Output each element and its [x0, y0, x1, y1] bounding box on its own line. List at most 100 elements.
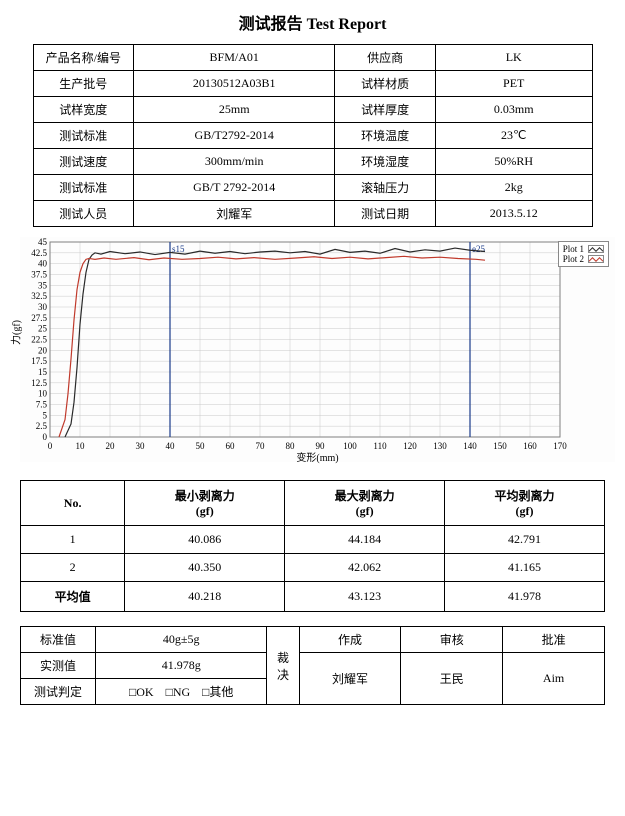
svg-text:0: 0: [43, 432, 48, 442]
results-header: 最大剥离力 (gf): [285, 481, 445, 526]
results-table: No.最小剥离力 (gf)最大剥离力 (gf)平均剥离力 (gf) 140.08…: [20, 480, 605, 612]
info-label: 试样材质: [335, 71, 436, 97]
svg-text:e25: e25: [472, 244, 485, 254]
info-value: 0.03mm: [435, 97, 592, 123]
svg-text:0: 0: [48, 441, 53, 451]
results-cell: 40.218: [125, 582, 285, 612]
info-label: 环境温度: [335, 123, 436, 149]
report-title: 测试报告 Test Report: [20, 10, 605, 34]
svg-text:170: 170: [553, 441, 567, 451]
svg-text:12.5: 12.5: [31, 378, 47, 388]
svg-text:42.5: 42.5: [31, 248, 47, 258]
svg-text:40: 40: [166, 441, 176, 451]
info-label: 产品名称/编号: [33, 45, 134, 71]
svg-text:160: 160: [523, 441, 537, 451]
std-value: 40g±5g: [96, 627, 267, 653]
svg-text:35: 35: [38, 280, 48, 290]
svg-text:20: 20: [38, 345, 48, 355]
app-value: Aim: [503, 653, 605, 705]
chart-legend: Plot 1Plot 2: [558, 241, 609, 267]
info-label: 测试速度: [33, 149, 134, 175]
svg-text:37.5: 37.5: [31, 270, 47, 280]
rev-value: 王民: [401, 653, 503, 705]
results-cell: 43.123: [285, 582, 445, 612]
info-label: 试样厚度: [335, 97, 436, 123]
svg-text:17.5: 17.5: [31, 356, 47, 366]
info-value: GB/T2792-2014: [134, 123, 335, 149]
info-table: 产品名称/编号 BFM/A01 供应商 LK 生产批号 20130512A03B1…: [33, 44, 593, 227]
svg-text:130: 130: [433, 441, 447, 451]
made-label: 作成: [299, 627, 401, 653]
judg-value: □OK □NG □其他: [96, 679, 267, 705]
svg-text:7.5: 7.5: [36, 400, 48, 410]
svg-text:140: 140: [463, 441, 477, 451]
svg-text:45: 45: [38, 237, 48, 247]
svg-text:25: 25: [38, 324, 48, 334]
chart-svg: 02.557.51012.51517.52022.52527.53032.535…: [20, 237, 615, 462]
results-cell: 2: [21, 554, 125, 582]
results-cell: 41.978: [445, 582, 605, 612]
meas-value: 41.978g: [96, 653, 267, 679]
info-label: 测试标准: [33, 175, 134, 201]
info-value: 2013.5.12: [435, 201, 592, 227]
svg-text:30: 30: [38, 302, 48, 312]
results-cell: 44.184: [285, 526, 445, 554]
rev-label: 审核: [401, 627, 503, 653]
results-cell: 41.165: [445, 554, 605, 582]
svg-text:40: 40: [38, 259, 48, 269]
svg-text:30: 30: [136, 441, 146, 451]
info-label: 测试人员: [33, 201, 134, 227]
info-label: 滚轴压力: [335, 175, 436, 201]
svg-text:22.5: 22.5: [31, 335, 47, 345]
svg-text:100: 100: [343, 441, 357, 451]
judge-col: 裁 决: [267, 627, 299, 705]
svg-text:32.5: 32.5: [31, 291, 47, 301]
svg-text:5: 5: [43, 410, 48, 420]
results-cell: 40.086: [125, 526, 285, 554]
meas-label: 实测值: [21, 653, 96, 679]
svg-text:150: 150: [493, 441, 507, 451]
info-value: GB/T 2792-2014: [134, 175, 335, 201]
results-cell: 42.791: [445, 526, 605, 554]
svg-text:2.5: 2.5: [36, 421, 48, 431]
info-value: 2kg: [435, 175, 592, 201]
results-header: 最小剥离力 (gf): [125, 481, 285, 526]
info-label: 环境湿度: [335, 149, 436, 175]
info-value: 25mm: [134, 97, 335, 123]
results-header: No.: [21, 481, 125, 526]
svg-text:60: 60: [226, 441, 236, 451]
info-label: 测试标准: [33, 123, 134, 149]
info-label: 测试日期: [335, 201, 436, 227]
svg-text:110: 110: [373, 441, 387, 451]
svg-text:10: 10: [38, 389, 48, 399]
results-cell: 42.062: [285, 554, 445, 582]
info-value: LK: [435, 45, 592, 71]
svg-text:70: 70: [256, 441, 266, 451]
std-label: 标准值: [21, 627, 96, 653]
svg-text:15: 15: [38, 367, 48, 377]
info-label: 供应商: [335, 45, 436, 71]
legend-item: Plot 1: [563, 244, 604, 254]
info-value: BFM/A01: [134, 45, 335, 71]
info-value: 23℃: [435, 123, 592, 149]
made-value: 刘耀军: [299, 653, 401, 705]
info-label: 生产批号: [33, 71, 134, 97]
app-label: 批准: [503, 627, 605, 653]
info-value: PET: [435, 71, 592, 97]
info-value: 300mm/min: [134, 149, 335, 175]
svg-text:120: 120: [403, 441, 417, 451]
chart-xlabel: 变形(mm): [296, 449, 338, 464]
judg-label: 测试判定: [21, 679, 96, 705]
results-cell: 平均值: [21, 582, 125, 612]
results-header: 平均剥离力 (gf): [445, 481, 605, 526]
chart-area: 力(gf) 02.557.51012.51517.52022.52527.530…: [20, 237, 615, 462]
results-cell: 1: [21, 526, 125, 554]
svg-text:10: 10: [76, 441, 86, 451]
info-value: 50%RH: [435, 149, 592, 175]
svg-text:20: 20: [106, 441, 116, 451]
svg-text:50: 50: [196, 441, 206, 451]
legend-item: Plot 2: [563, 254, 604, 264]
svg-text:27.5: 27.5: [31, 313, 47, 323]
info-value: 刘耀军: [134, 201, 335, 227]
info-value: 20130512A03B1: [134, 71, 335, 97]
